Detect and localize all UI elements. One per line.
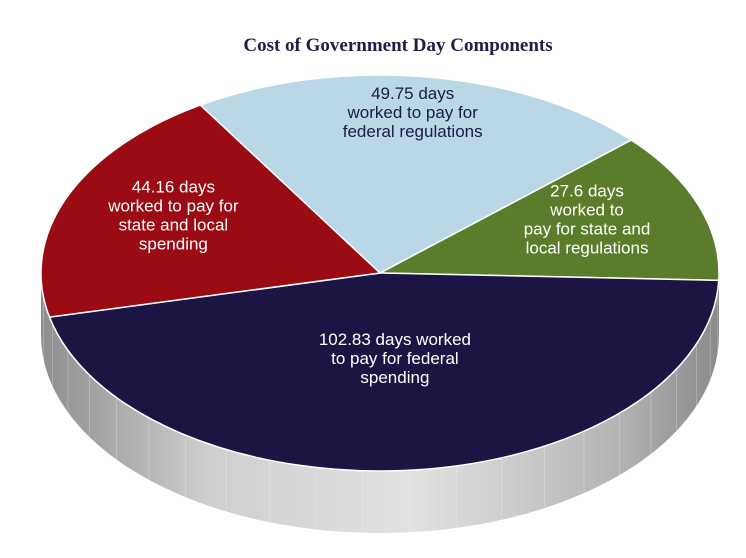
pie-side-wall: [41, 273, 719, 533]
pie-slice-federal-spending: [48, 272, 720, 472]
slice-label-line: spending: [139, 235, 208, 254]
pie-slice-state-local-spending: [40, 104, 382, 318]
slice-label-line: 102.83 days worked: [319, 330, 471, 349]
slice-label-line: to pay for federal: [331, 349, 459, 368]
chart-title: Cost of Government Day Components: [243, 35, 552, 56]
slice-label-state-local-regulations: 27.6 days worked to pay for state and local…: [524, 181, 651, 257]
slice-label-line: pay for state and: [524, 219, 651, 238]
slice-label-line: spending: [360, 368, 429, 387]
slice-label-line: 27.6 days: [550, 181, 624, 200]
slice-label-line: worked to pay for: [107, 197, 239, 216]
slice-label-federal-regulations: 49.75 days worked to pay for federal regul…: [343, 84, 483, 141]
pie-slices: [40, 74, 720, 472]
pie-slice-federal-regulations: [198, 74, 633, 274]
slice-label-line: federal regulations: [343, 122, 483, 141]
slice-label-line: state and local: [119, 216, 229, 235]
slice-label-federal-spending: 102.83 days worked to pay for federal spen…: [319, 330, 471, 387]
slice-labels: 49.75 days worked to pay for federal regul…: [107, 84, 650, 387]
pie-side-ribs: [43, 290, 719, 533]
slice-label-line: 49.75 days: [371, 84, 454, 103]
slice-label-line: local regulations: [526, 238, 649, 257]
pie-slice-state-local-regulations: [377, 139, 720, 282]
slice-label-state-local-spending: 44.16 days worked to pay for state and loc…: [107, 178, 239, 254]
slice-label-line: worked to: [549, 200, 624, 219]
slice-label-line: worked to pay for: [346, 103, 478, 122]
slice-label-line: 44.16 days: [132, 178, 215, 197]
